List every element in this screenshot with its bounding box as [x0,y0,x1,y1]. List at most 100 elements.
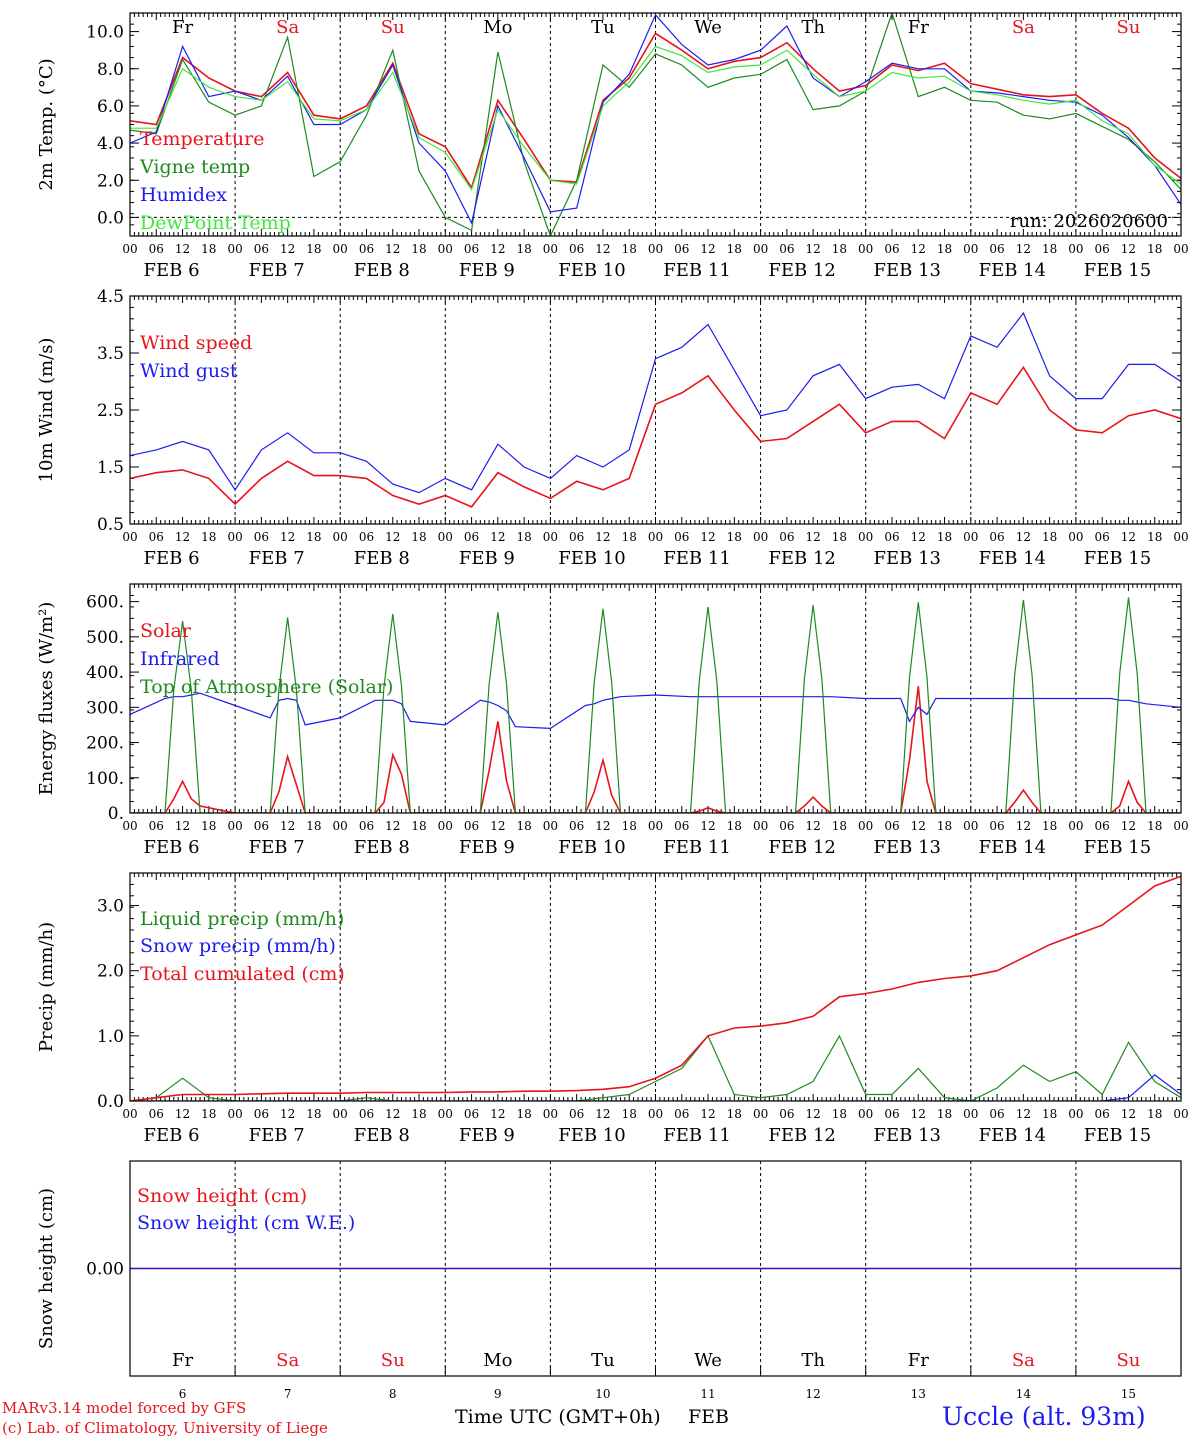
weekday-label: Sa [1012,17,1035,38]
weekday-label: Tu [591,1350,615,1371]
hour-tick-label: 00 [1068,530,1083,544]
hour-tick-label: 06 [674,819,689,833]
hour-tick-label: 18 [1147,242,1162,256]
station-label: Uccle (alt. 93m) [942,1402,1146,1431]
date-tick-label: FEB 15 [1084,837,1151,858]
hour-tick-label: 06 [359,819,374,833]
hour-tick-label: 18 [727,819,742,833]
y-axis-label: Precip (mm/h) [36,922,57,1052]
series-line-humidex [130,13,1181,225]
hour-tick-label: 00 [753,1107,768,1121]
hour-tick-label: 00 [333,819,348,833]
hour-tick-label: 06 [464,242,479,256]
hour-tick-label: 18 [727,530,742,544]
weekday-label: We [694,17,722,38]
y-axis-label: Energy fluxes (W/m²) [36,602,57,796]
hour-tick-label: 18 [1042,819,1057,833]
hour-tick-label: 00 [122,530,137,544]
weekday-label: Fr [908,17,929,38]
hour-tick-label: 12 [1016,819,1031,833]
weekday-label: Tu [591,17,615,38]
date-tick-label: FEB 10 [558,1125,625,1146]
date-tick-label: FEB 14 [979,548,1046,569]
y-tick-label: 100. [86,769,124,789]
hour-tick-label: 00 [543,242,558,256]
y-tick-label: 0.5 [97,515,124,535]
hour-tick-label: 18 [937,530,952,544]
hour-tick-label: 06 [779,530,794,544]
hour-tick-label: 06 [464,1107,479,1121]
hour-tick-label: 00 [753,242,768,256]
series-line-wind-speed [130,365,1181,508]
hour-tick-label: 12 [490,819,505,833]
hour-tick-label: 18 [1042,1107,1057,1121]
hour-tick-label: 00 [648,819,663,833]
hour-tick-label: 00 [753,819,768,833]
y-tick-label: 0.0 [97,1092,124,1112]
hour-tick-label: 12 [700,530,715,544]
hour-tick-label: 12 [806,1107,821,1121]
hour-tick-label: 00 [858,1107,873,1121]
day-date-label: 9 [494,1387,502,1401]
date-tick-label: FEB 9 [459,548,515,569]
hour-tick-label: 00 [438,242,453,256]
hour-tick-label: 18 [727,1107,742,1121]
legend-entry: Top of Atmosphere (Solar) [140,676,393,698]
hour-tick-label: 18 [516,819,531,833]
hour-tick-label: 18 [937,1107,952,1121]
hour-tick-label: 00 [648,530,663,544]
hour-tick-label: 18 [516,242,531,256]
legend-entry: Snow height (cm) [137,1185,307,1207]
day-date-label: 6 [179,1387,187,1401]
month-label: FEB [688,1406,730,1428]
hour-tick-label: 18 [411,242,426,256]
date-tick-label: FEB 8 [354,548,410,569]
hour-tick-label: 06 [464,819,479,833]
date-tick-label: FEB 15 [1084,548,1151,569]
hour-tick-label: 18 [1147,1107,1162,1121]
x-axis-label: Time UTC (GMT+0h) [455,1406,661,1428]
hour-tick-label: 00 [858,242,873,256]
hour-tick-label: 06 [254,242,269,256]
date-tick-label: FEB 14 [979,1125,1046,1146]
hour-tick-label: 06 [1095,1107,1110,1121]
hour-tick-label: 12 [280,1107,295,1121]
date-tick-label: FEB 11 [663,548,730,569]
date-tick-label: FEB 8 [354,260,410,281]
date-tick-label: FEB 12 [768,1125,835,1146]
legend-entry: Temperature [140,128,264,150]
date-tick-label: FEB 11 [663,837,730,858]
hour-tick-label: 00 [227,819,242,833]
date-tick-label: FEB 12 [768,548,835,569]
panel-frame [129,295,1182,525]
date-tick-label: FEB 9 [459,1125,515,1146]
hour-tick-label: 00 [753,530,768,544]
hour-tick-label: 06 [149,1107,164,1121]
hour-tick-label: 12 [385,242,400,256]
hour-tick-label: 12 [280,242,295,256]
y-tick-label: 1.0 [97,1027,124,1047]
date-tick-label: FEB 8 [354,837,410,858]
hour-tick-label: 06 [779,242,794,256]
hour-tick-label: 18 [411,819,426,833]
date-tick-label: FEB 7 [249,260,305,281]
day-date-label: 13 [911,1387,926,1401]
hour-tick-label: 18 [832,1107,847,1121]
series-line-vigne-temp [130,13,1181,236]
hour-tick-label: 06 [149,819,164,833]
date-tick-label: FEB 12 [768,837,835,858]
date-tick-label: FEB 15 [1084,260,1151,281]
series-line-dewpoint-temp [130,45,1181,191]
hour-tick-label: 00 [1068,819,1083,833]
hour-tick-label: 12 [385,1107,400,1121]
weekday-label: Su [1116,17,1140,38]
hour-tick-label: 06 [569,242,584,256]
hour-tick-label: 06 [674,242,689,256]
hour-tick-label: 06 [254,819,269,833]
hour-tick-label: 06 [359,1107,374,1121]
series-group-temp [130,13,1181,236]
hour-tick-label: 06 [569,819,584,833]
hour-tick-label: 00 [1068,242,1083,256]
hour-tick-label: 18 [201,819,216,833]
hour-tick-label: 18 [201,242,216,256]
